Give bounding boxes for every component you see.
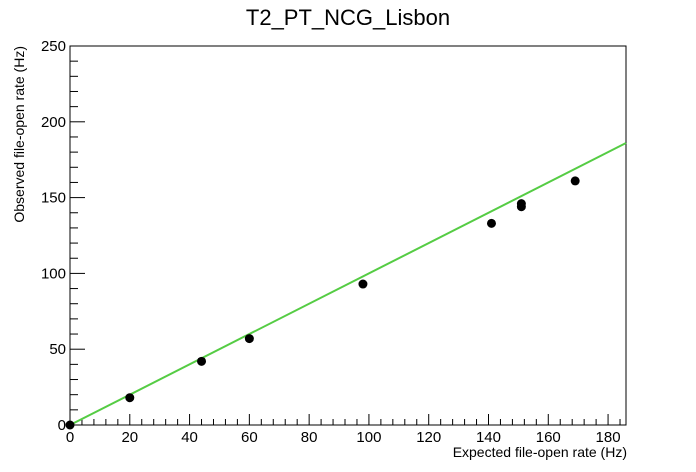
y-tick-label: 200	[41, 114, 66, 131]
y-tick-label: 150	[41, 190, 66, 207]
data-point	[516, 199, 526, 209]
y-tick-label: 100	[41, 265, 66, 282]
plot-frame	[69, 45, 627, 426]
y-tick-label: 50	[49, 341, 66, 358]
data-points-group	[65, 176, 580, 430]
fit-line	[69, 142, 627, 426]
x-tick-label: 80	[301, 429, 318, 446]
fit-line-group	[69, 142, 627, 426]
data-point	[197, 356, 207, 366]
tick-labels: 0 20 40 60 80 100 120 140 160 180 0 50 100 150 200 250	[41, 38, 621, 446]
data-point	[486, 218, 496, 228]
x-tick-label: 180	[596, 429, 621, 446]
x-axis-label: Expected file-open rate (Hz)	[453, 444, 627, 460]
data-point	[244, 334, 254, 344]
x-tick-label: 120	[416, 429, 441, 446]
data-point	[570, 176, 580, 186]
data-point	[358, 279, 368, 289]
x-tick-label: 0	[66, 429, 74, 446]
x-tick-label: 100	[356, 429, 381, 446]
axis-ticks	[69, 45, 621, 426]
data-point	[125, 393, 135, 403]
x-tick-label: 20	[121, 429, 138, 446]
x-tick-label: 160	[536, 429, 561, 446]
data-point	[65, 420, 75, 430]
x-tick-label: 140	[476, 429, 501, 446]
y-tick-label: 0	[58, 417, 66, 434]
y-tick-label: 250	[41, 38, 66, 55]
x-tick-label: 60	[241, 429, 258, 446]
chart-title: T2_PT_NCG_Lisbon	[246, 5, 450, 30]
y-axis-label: Observed file-open rate (Hz)	[11, 46, 27, 223]
x-tick-label: 40	[181, 429, 198, 446]
